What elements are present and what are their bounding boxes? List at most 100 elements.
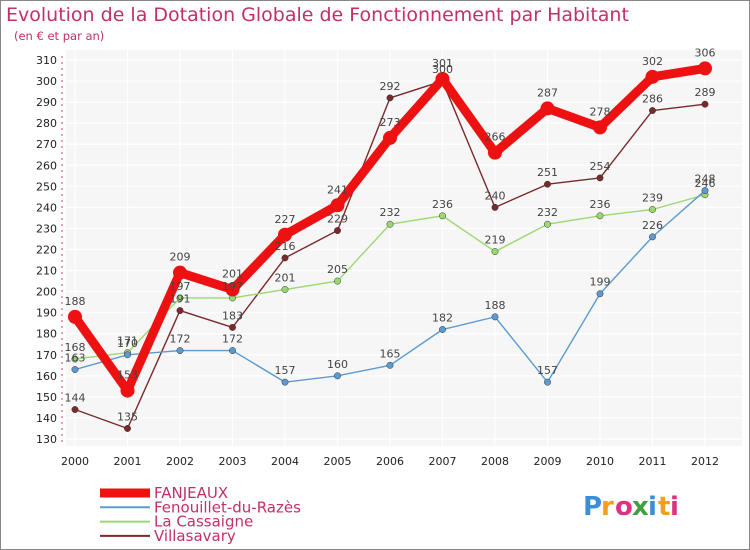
y-tick-label: 270: [36, 138, 57, 151]
data-point: [120, 383, 135, 398]
data-point: [330, 198, 345, 213]
legend-label[interactable]: La Cassaigne: [154, 513, 253, 531]
data-point: [649, 107, 656, 114]
data-point: [544, 378, 551, 386]
data-label: 278: [590, 105, 611, 118]
data-point: [435, 71, 450, 86]
data-point: [386, 361, 394, 369]
data-point: [176, 347, 184, 355]
data-point: [229, 347, 236, 355]
x-tick-label: 2001: [114, 455, 142, 468]
data-label: 301: [432, 57, 453, 70]
data-point: [71, 406, 79, 413]
data-label: 229: [327, 213, 348, 226]
data-label: 157: [275, 364, 296, 377]
x-tick-label: 2007: [429, 455, 457, 468]
legend-label[interactable]: Villasavary: [154, 527, 236, 545]
data-point: [334, 277, 341, 285]
legend-label[interactable]: Fenouillet-du-Razès: [154, 498, 301, 516]
brand-letter: x: [632, 492, 649, 522]
data-point: [386, 94, 394, 102]
data-point: [701, 100, 709, 108]
y-tick-label: 170: [36, 349, 57, 362]
data-point: [540, 101, 555, 116]
brand-letter: o: [615, 492, 633, 522]
data-label: 135: [117, 410, 138, 423]
data-label: 251: [537, 166, 558, 179]
data-label: 236: [432, 198, 453, 211]
proxiti-logo: Pr o x i t i: [583, 492, 679, 522]
data-label: 201: [275, 272, 296, 285]
data-point: [278, 227, 292, 242]
y-tick-label: 220: [36, 244, 57, 257]
y-tick-label: 290: [36, 96, 57, 109]
y-tick-label: 210: [36, 265, 57, 278]
y-tick-label: 230: [36, 222, 57, 235]
x-tick-label: 2005: [324, 455, 352, 468]
data-label: 239: [642, 191, 663, 204]
chart-title: Evolution de la Dotation Globale de Fonc…: [6, 4, 629, 26]
y-tick-label: 280: [36, 117, 57, 130]
y-tick-label: 180: [36, 328, 57, 341]
data-label: 144: [65, 392, 86, 405]
data-label: 199: [590, 276, 611, 289]
data-point: [225, 282, 240, 297]
data-point: [596, 290, 604, 298]
data-label: 300: [432, 63, 453, 76]
data-label: 219: [485, 234, 506, 247]
data-label: 236: [590, 198, 611, 211]
y-tick-label: 130: [36, 433, 57, 446]
data-label: 170: [117, 337, 138, 350]
x-tick-label: 2010: [586, 455, 614, 468]
chart-subtitle: (en € et par an): [14, 29, 104, 43]
data-label: 266: [485, 131, 506, 144]
data-point: [544, 180, 551, 188]
data-label: 248: [695, 173, 716, 186]
data-label: 227: [275, 213, 296, 226]
x-tick-label: 2000: [61, 455, 89, 468]
data-label: 286: [642, 93, 663, 106]
data-point: [439, 212, 446, 220]
data-label: 287: [537, 86, 558, 99]
brand-letter: P: [583, 492, 602, 522]
data-point: [649, 233, 656, 241]
data-label: 188: [485, 299, 506, 312]
data-point: [491, 203, 499, 211]
data-point: [334, 227, 341, 235]
y-tick-label: 250: [36, 180, 57, 193]
data-label: 168: [65, 341, 86, 354]
y-tick-label: 150: [36, 391, 57, 404]
data-label: 254: [590, 160, 611, 173]
y-tick-label: 140: [36, 412, 57, 425]
data-point: [596, 212, 604, 220]
data-label: 302: [642, 55, 663, 68]
grid: 130 140 150 160 170 180 190 200 210 220 230 240 250 2…: [36, 50, 742, 468]
data-point: [124, 425, 131, 432]
data-point: [649, 206, 656, 213]
data-label: 197: [222, 280, 243, 293]
data-point: [488, 145, 502, 160]
data-point: [383, 130, 397, 145]
data-label: 172: [170, 333, 191, 346]
legend-label[interactable]: FANJEAUX: [154, 484, 228, 502]
data-label: 289: [695, 86, 716, 99]
data-label: 191: [170, 293, 191, 306]
data-point: [334, 372, 341, 380]
data-label: 201: [222, 268, 243, 281]
x-tick-label: 2006: [376, 455, 404, 468]
data-point: [386, 220, 394, 228]
data-point: [645, 69, 660, 84]
data-point: [491, 313, 499, 321]
data-label: 216: [275, 240, 296, 253]
data-label: 209: [170, 251, 191, 264]
data-label: 306: [695, 46, 716, 59]
data-label: 183: [222, 309, 243, 322]
series-lines: [68, 61, 712, 432]
data-label: 226: [642, 219, 663, 232]
data-labels: 144 135 191 183 216 229 292 300 240 251 254 286 289 1…: [65, 46, 716, 423]
data-label: 273: [380, 116, 401, 129]
x-tick-label: 2009: [534, 455, 562, 468]
data-point: [698, 61, 712, 76]
